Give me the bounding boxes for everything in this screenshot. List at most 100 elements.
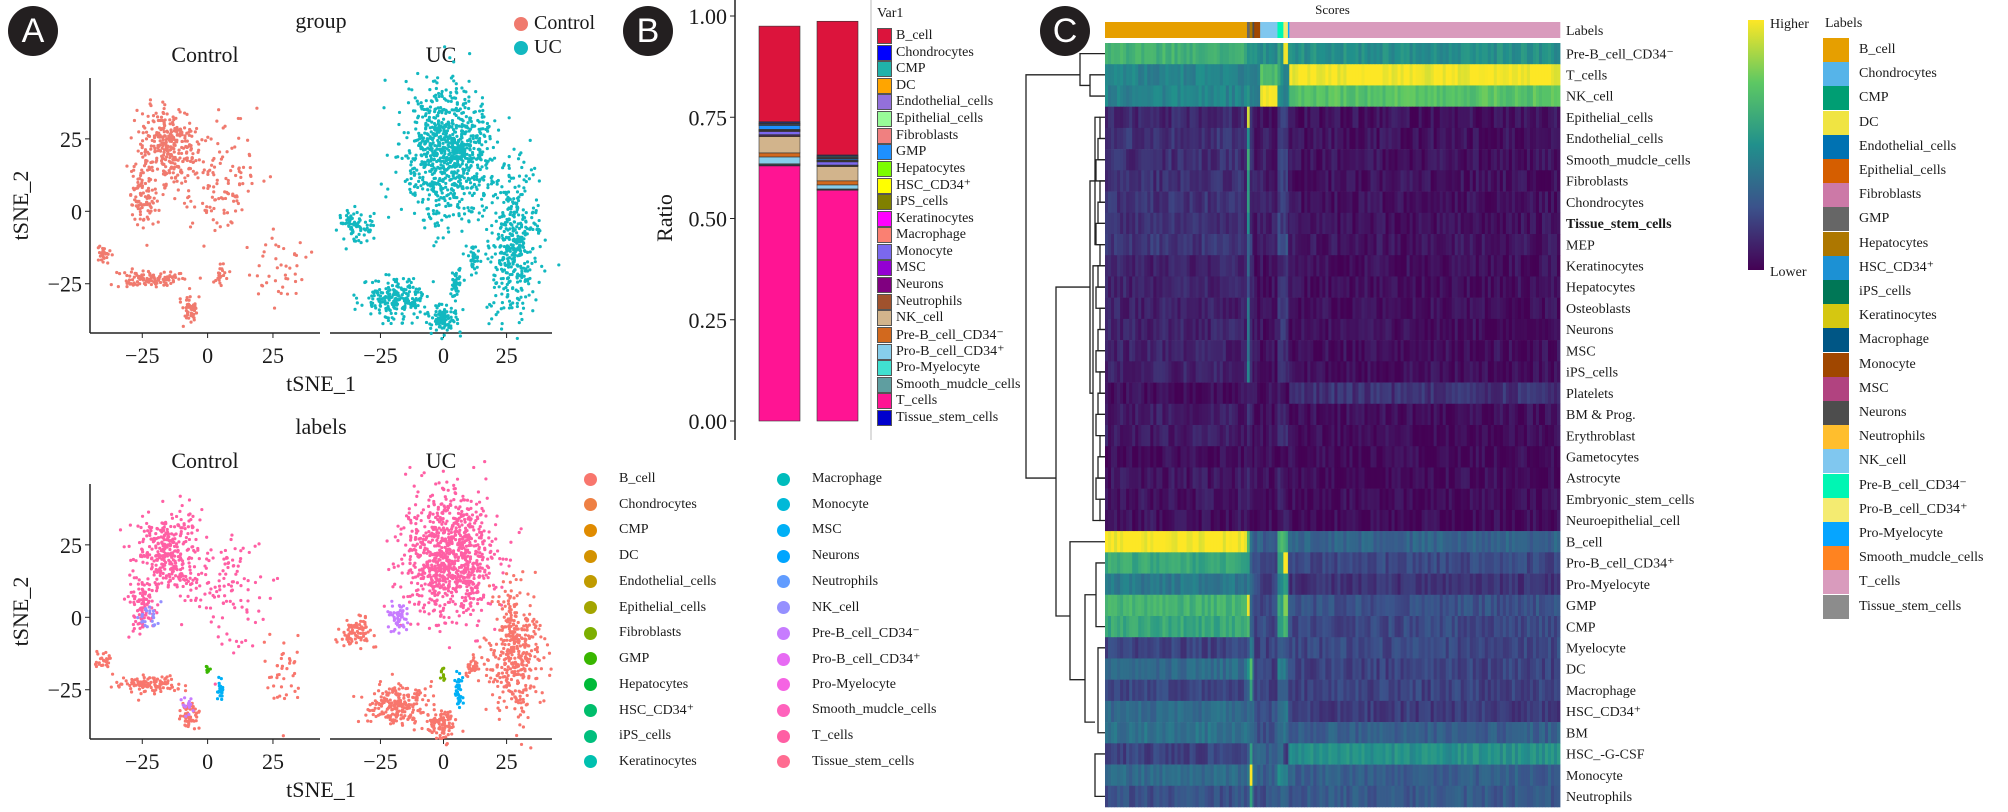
scatter-point xyxy=(531,206,536,210)
scatter-point xyxy=(441,179,445,184)
scatter-point xyxy=(246,617,250,621)
scatter-point xyxy=(474,510,478,514)
scatter-point xyxy=(503,263,507,267)
scatter-point xyxy=(482,662,486,666)
scatter-point xyxy=(469,604,473,608)
scatter-point xyxy=(132,275,136,279)
scatter-point xyxy=(449,310,453,314)
scatter-point xyxy=(502,244,506,249)
scatter-point xyxy=(453,146,457,150)
scatter-point xyxy=(125,164,129,168)
scatter-point xyxy=(490,255,494,259)
scatter-point xyxy=(184,581,189,586)
scatter-point xyxy=(150,127,154,131)
scatter-point xyxy=(446,544,450,548)
scatter-point xyxy=(508,649,512,653)
scatter-point xyxy=(413,575,418,579)
scatter-point xyxy=(483,159,488,163)
scatter-point xyxy=(495,617,499,621)
scatter-point xyxy=(160,146,164,150)
scatter-point xyxy=(427,612,431,616)
scatter-point xyxy=(464,90,468,94)
scatter-point xyxy=(472,528,476,532)
scatter-point xyxy=(166,686,170,690)
scatter-point xyxy=(511,623,516,627)
scatter-point xyxy=(141,124,146,129)
scatter-point xyxy=(438,610,443,614)
scatter-point xyxy=(422,610,427,614)
scatter-point xyxy=(434,240,438,244)
scatter-point xyxy=(447,615,451,620)
scatter-point xyxy=(186,313,190,317)
scatter-point xyxy=(515,190,520,194)
scatter-point xyxy=(426,212,431,216)
scatter-point xyxy=(399,527,403,531)
scatter-point xyxy=(505,253,509,257)
scatter-point xyxy=(156,276,160,280)
scatter-point xyxy=(239,556,243,561)
scatter-point xyxy=(237,167,241,171)
scatter-point xyxy=(436,591,441,595)
scatter-point xyxy=(480,197,484,201)
scatter-point xyxy=(94,664,99,669)
scatter-point xyxy=(437,481,441,485)
scatter-point xyxy=(496,237,500,241)
scatter-point xyxy=(481,509,485,513)
scatter-point xyxy=(217,681,221,685)
scatter-point xyxy=(414,127,418,131)
scatter-point xyxy=(173,537,177,541)
scatter-point xyxy=(432,244,436,248)
scatter-point xyxy=(487,246,491,250)
scatter-point xyxy=(433,580,438,584)
scatter-point xyxy=(163,680,167,685)
scatter-point xyxy=(187,133,191,137)
scatter-point xyxy=(152,120,156,124)
scatter-point xyxy=(500,214,504,219)
scatter-point xyxy=(169,281,173,286)
scatter-point xyxy=(164,142,168,147)
scatter-point xyxy=(458,585,462,589)
scatter-point xyxy=(535,676,539,681)
scatter-point xyxy=(423,582,427,586)
scatter-point xyxy=(123,271,127,275)
scatter-point xyxy=(128,523,132,527)
scatter-point xyxy=(168,544,172,548)
scatter-point xyxy=(427,215,432,219)
scatter-point xyxy=(513,185,517,189)
scatter-point xyxy=(475,584,479,588)
scatter-point xyxy=(478,513,482,517)
scatter-point xyxy=(476,554,480,558)
scatter-point xyxy=(491,145,495,150)
scatter-point xyxy=(225,211,230,215)
scatter-point xyxy=(441,117,446,121)
scatter-point xyxy=(512,574,516,578)
scatter-point xyxy=(520,192,524,197)
scatter-point xyxy=(186,196,190,200)
scatter-point xyxy=(381,322,385,326)
scatter-point xyxy=(185,139,189,143)
scatter-point xyxy=(495,140,500,144)
y-tick-label: 0 xyxy=(71,605,82,630)
scatter-point xyxy=(226,181,230,186)
scatter-point xyxy=(435,130,439,135)
scatter-point xyxy=(416,185,420,190)
scatter-point xyxy=(409,581,414,585)
scatter-point xyxy=(440,191,444,195)
scatter-point xyxy=(505,638,509,642)
scatter-point xyxy=(436,236,440,240)
scatter-point xyxy=(235,199,239,203)
scatter-point xyxy=(494,265,498,270)
scatter-point xyxy=(443,495,447,499)
scatter-point xyxy=(485,496,489,500)
scatter-point xyxy=(359,240,363,245)
scatter-point xyxy=(132,188,136,192)
scatter-point xyxy=(518,249,523,253)
scatter-point xyxy=(235,569,239,573)
scatter-point xyxy=(407,507,411,511)
scatter-point xyxy=(490,599,494,604)
scatter-point xyxy=(156,536,160,540)
scatter-point xyxy=(443,213,447,218)
scatter-point xyxy=(136,524,140,528)
scatter-point xyxy=(177,277,181,281)
scatter-point xyxy=(171,576,175,580)
